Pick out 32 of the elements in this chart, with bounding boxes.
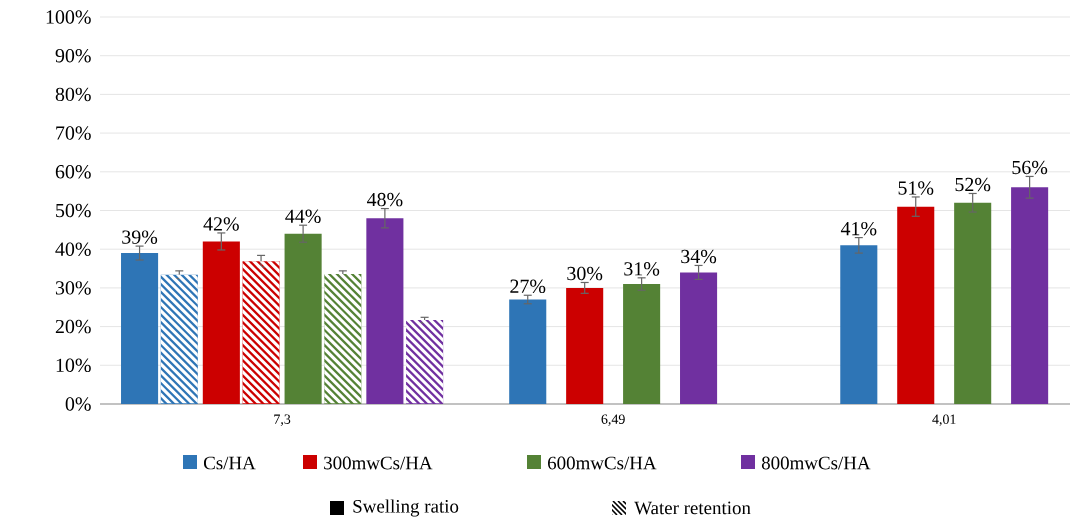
data-label: 48% [367,192,403,207]
data-label: 52% [955,177,991,192]
y-tick-label: 40% [55,242,91,256]
x-tick-label: 7,3 [274,414,291,426]
y-tick-label: 60% [55,165,91,179]
data-label: 41% [840,221,877,236]
data-label: 44% [285,209,321,224]
y-tick-label: 10% [56,358,91,373]
y-tick-label: 0% [65,397,91,411]
data-label: 34% [681,249,717,264]
data-label: 31% [624,262,660,276]
y-tick-label: 70% [56,126,91,140]
y-tick-label: 90% [55,48,91,63]
legend-label: 300mwCs/HA [324,456,433,470]
y-tick-label: 50% [56,203,91,218]
data-label: 51% [898,181,934,195]
y-tick-label: 30% [55,281,91,295]
legend-label: 600mwCs/HA [548,456,657,470]
data-label: 56% [1012,160,1048,175]
text: Water retention [634,501,751,515]
legend-label: Cs/HA [203,456,256,470]
y-tick-label: 20% [55,319,91,334]
text: Swelling ratio [353,499,459,517]
y-tick-label: 100% [46,10,91,24]
y-tick-label: 80% [55,87,91,102]
x-tick-label: 6,49 [601,414,625,426]
data-label: 39% [122,230,158,244]
x-tick-label: 4,01 [932,414,956,426]
legend-label: 800mwCs/HA [761,456,871,470]
data-label: 30% [567,266,603,281]
data-label: 27% [510,279,546,294]
data-label: 42% [203,217,239,231]
